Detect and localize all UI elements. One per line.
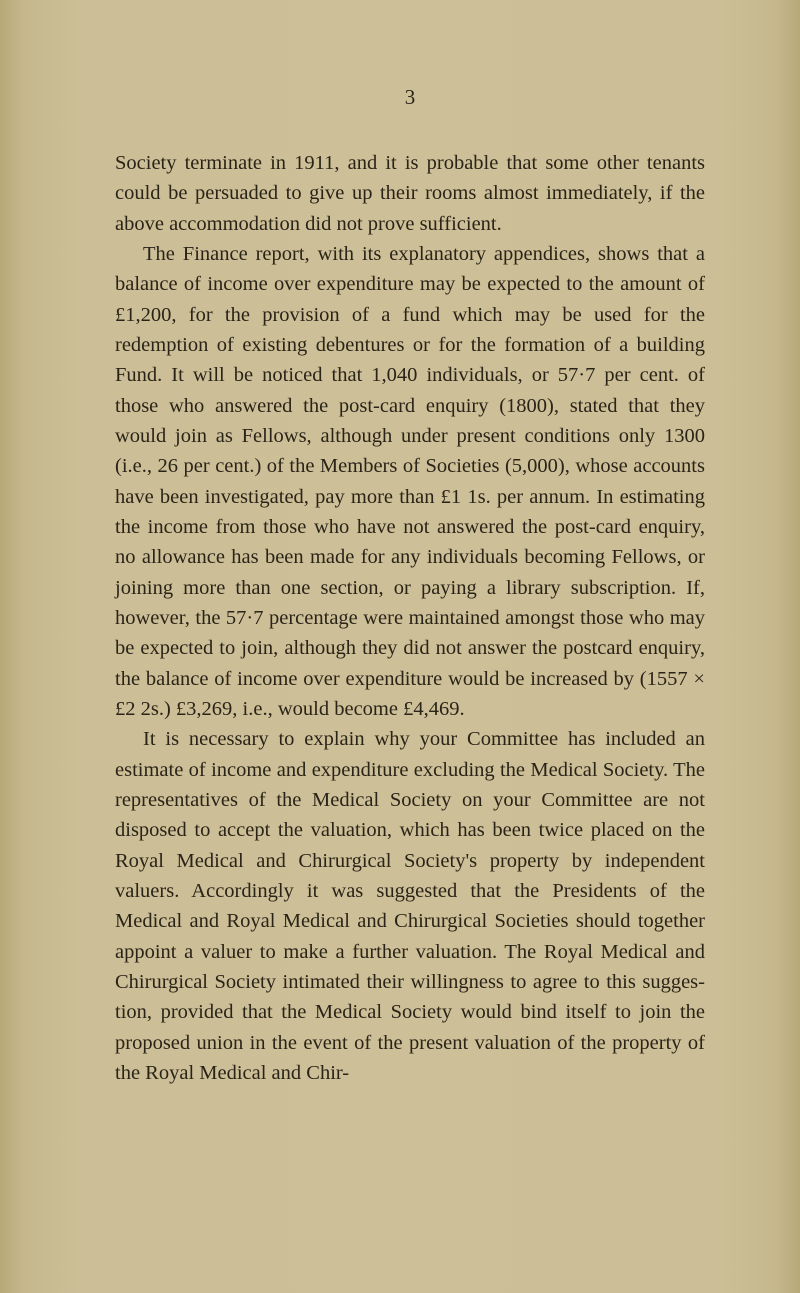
paragraph-2: The Finance report, with its explanatory… (115, 239, 705, 724)
paragraph-3: It is necessary to explain why your Comm… (115, 724, 705, 1088)
paragraph-1: Society terminate in 1911, and it is pro… (115, 148, 705, 239)
body-text-container: Society terminate in 1911, and it is pro… (115, 148, 705, 1088)
page-number: 3 (115, 85, 705, 110)
document-page: 3 Society terminate in 1911, and it is p… (0, 0, 800, 1293)
